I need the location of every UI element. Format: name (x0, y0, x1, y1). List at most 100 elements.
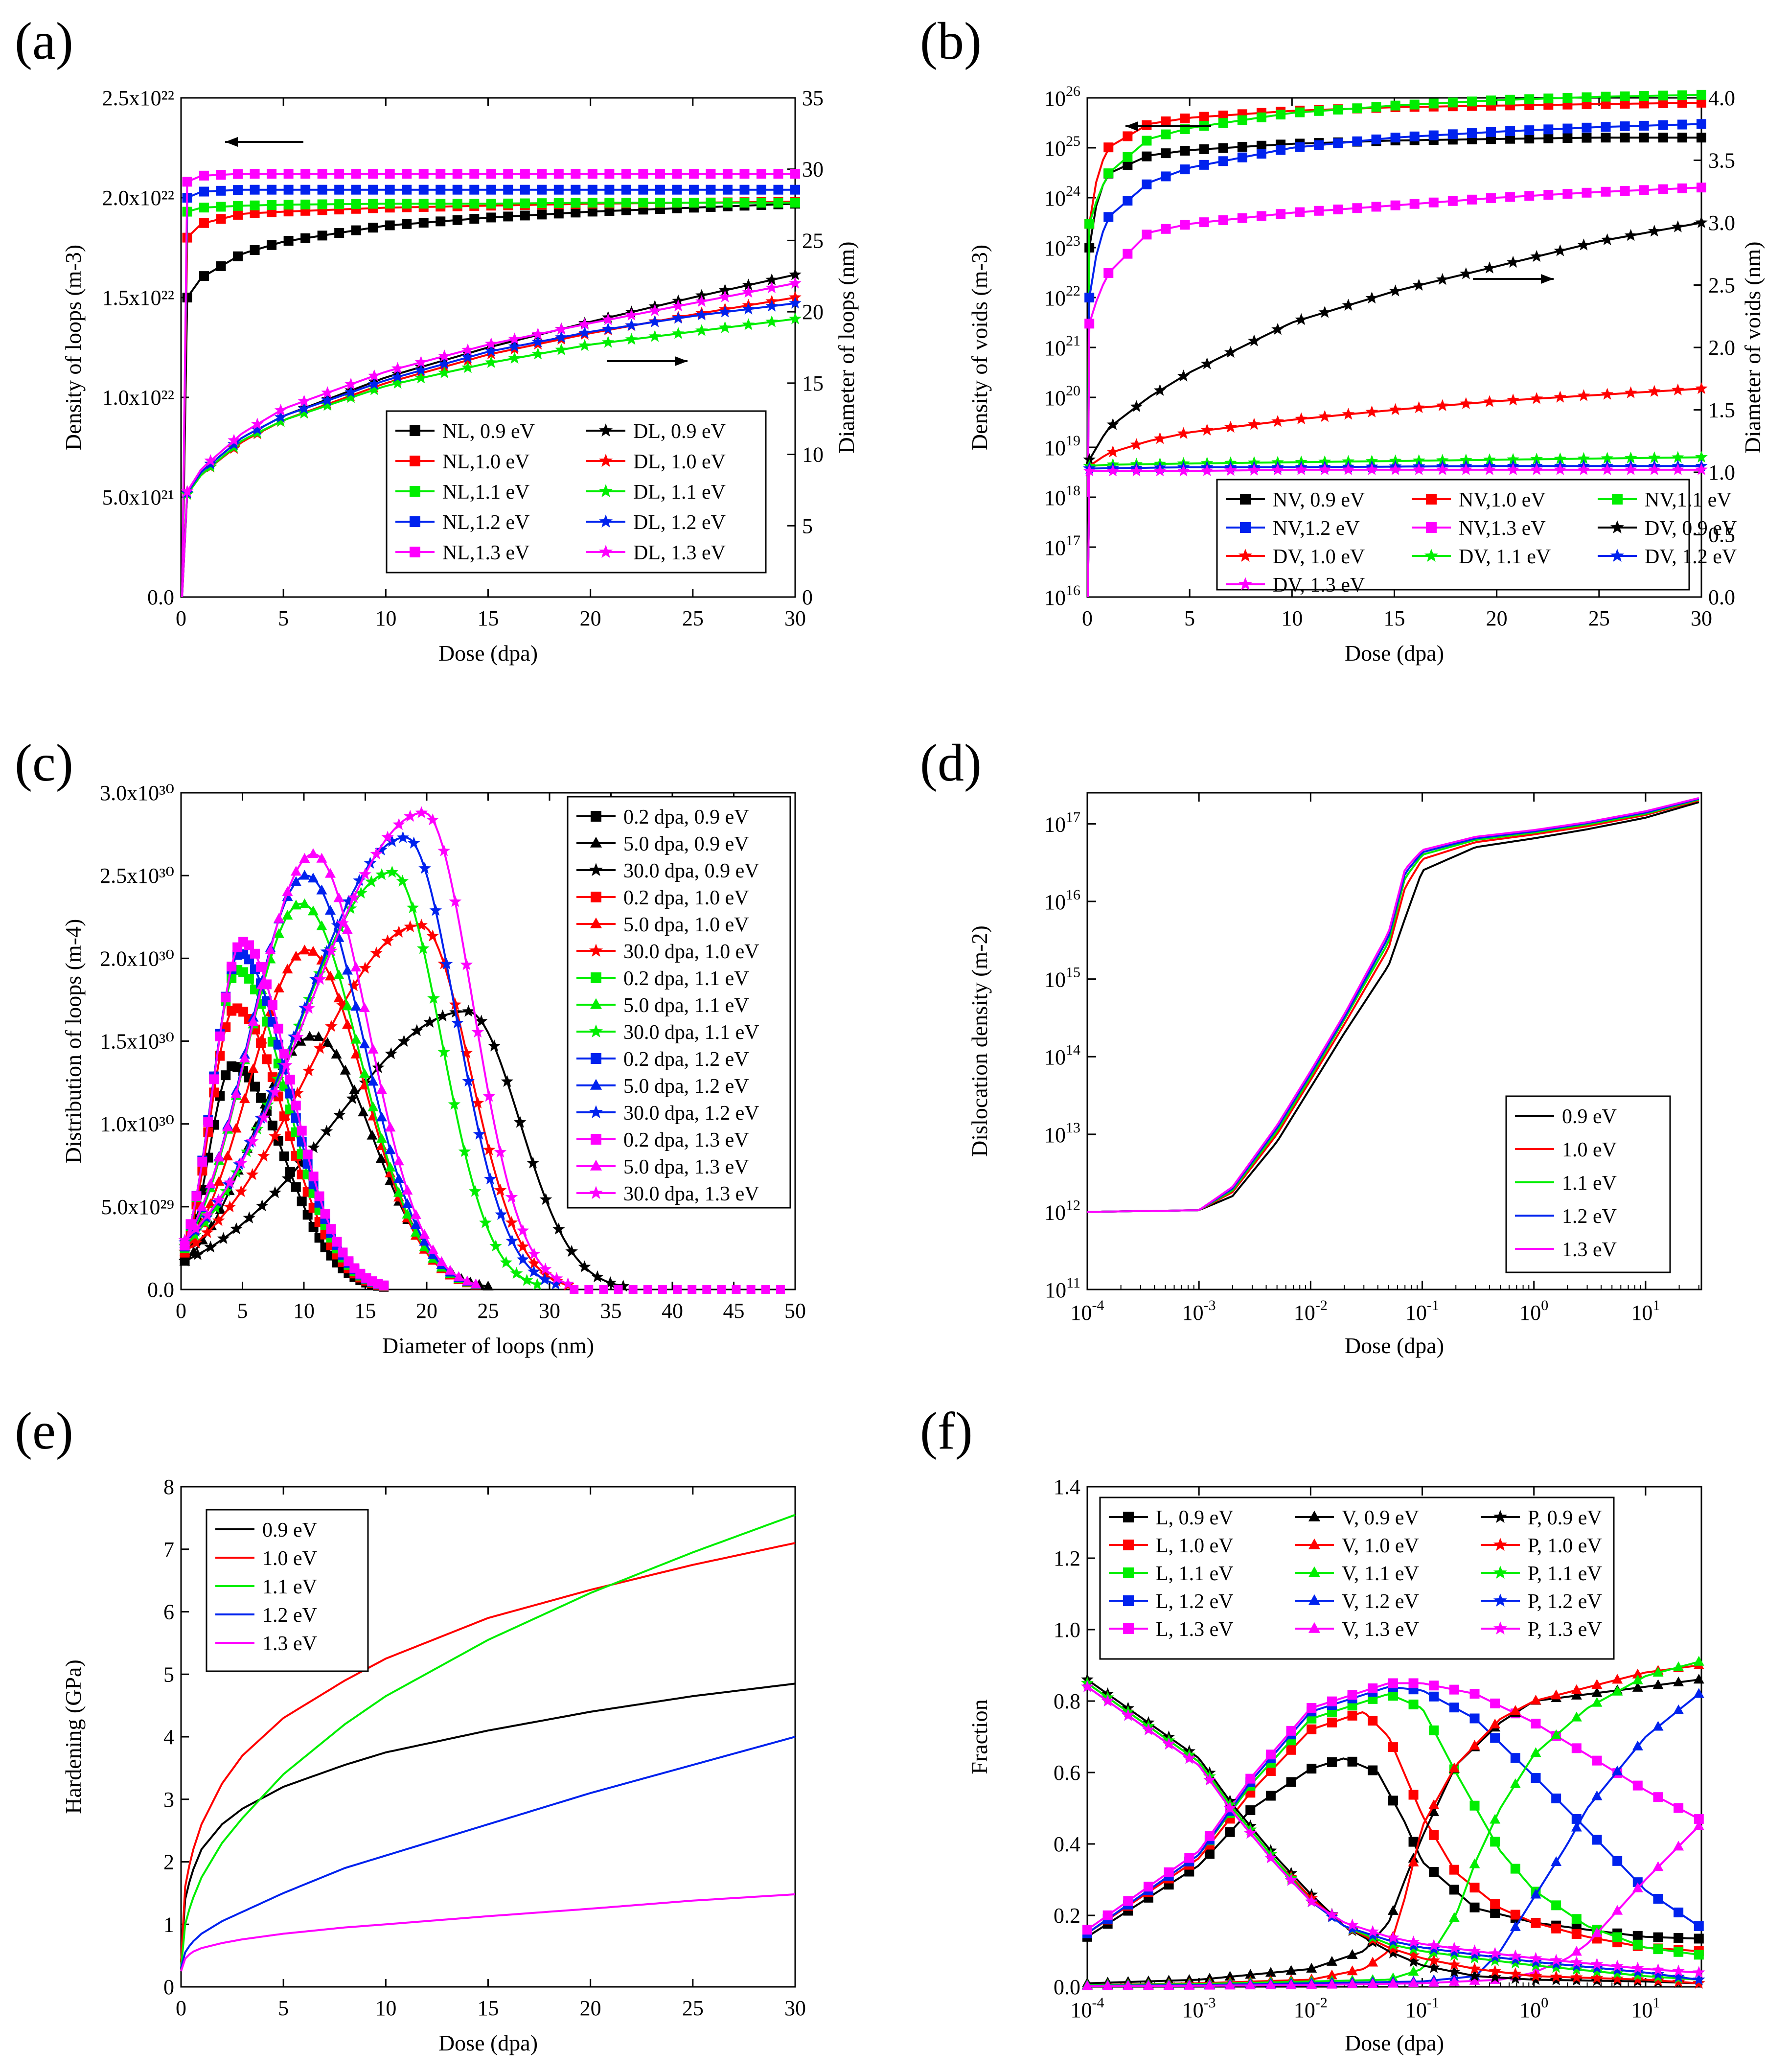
legend-marker (590, 917, 602, 928)
data-point (483, 1172, 497, 1185)
legend-label: 5.0 dpa, 1.2 eV (623, 1075, 749, 1098)
data-point (418, 218, 429, 228)
legend-marker (1426, 494, 1437, 505)
data-point (1306, 1962, 1317, 1973)
data-point (370, 946, 383, 959)
data-point (365, 875, 378, 887)
data-point (1460, 463, 1472, 475)
y-tick-label: 0.2 (1054, 1904, 1080, 1928)
data-point (790, 169, 800, 179)
data-point (375, 1153, 387, 1163)
data-point (375, 868, 388, 880)
data-point (601, 336, 615, 348)
axis-arrow-head (225, 137, 238, 147)
data-point (1436, 399, 1449, 411)
data-point (283, 169, 294, 179)
data-point (1489, 1950, 1501, 1963)
data-point (1223, 1801, 1237, 1814)
data-point (1551, 1689, 1562, 1700)
x-tick-label: 30 (784, 1996, 806, 2020)
data-point (251, 423, 264, 435)
series-line (180, 1514, 796, 1968)
data-point (448, 1098, 461, 1110)
data-point (520, 1274, 533, 1286)
data-point (1673, 1676, 1684, 1686)
y-tick-label: 2.0x10³⁰ (100, 946, 174, 970)
data-point (248, 1016, 259, 1026)
data-point (1632, 1780, 1643, 1791)
data-point (1469, 1689, 1480, 1699)
data-point (1677, 183, 1687, 193)
data-point (1388, 1742, 1398, 1752)
data-point (520, 169, 530, 179)
data-point (451, 1016, 464, 1029)
legend-label: DL, 1.1 eV (633, 481, 726, 504)
y-tick-label: 1022 (1044, 283, 1080, 310)
data-point (392, 818, 405, 830)
data-point (1551, 1900, 1561, 1911)
data-point (1652, 1721, 1664, 1731)
data-point (550, 1272, 563, 1284)
data-point (178, 1233, 191, 1246)
data-point (1672, 383, 1684, 395)
data-point (385, 1122, 396, 1132)
data-point (1582, 92, 1592, 102)
zero-marker (599, 1285, 608, 1294)
data-point (706, 169, 716, 179)
x-tick-label: 30 (1691, 606, 1712, 630)
data-point (321, 399, 334, 411)
legend-label: NV,1.1 eV (1645, 489, 1732, 511)
data-point (1390, 200, 1400, 210)
y-tick-label: 1.4 (1054, 1475, 1080, 1499)
data-point (790, 184, 800, 195)
data-point (1162, 1737, 1175, 1750)
data-point (604, 184, 615, 195)
data-point (578, 339, 591, 351)
data-point (396, 875, 409, 887)
data-point (1551, 1793, 1561, 1803)
data-point (427, 1244, 438, 1254)
data-point (1237, 115, 1247, 125)
data-point (1571, 1711, 1582, 1722)
x-tick-label: 20 (416, 1299, 437, 1323)
y-right-tick-label: 10 (802, 443, 824, 467)
data-point (326, 1224, 336, 1234)
x-tick-label: 20 (1486, 606, 1508, 630)
data-point (1102, 1980, 1113, 1990)
data-point (283, 200, 294, 210)
data-point (299, 944, 310, 955)
data-point (1510, 1778, 1521, 1788)
x-tick-label: 25 (682, 1996, 704, 2020)
x-tick-label: 10-4 (1071, 1297, 1104, 1325)
data-point (486, 199, 496, 209)
legend-label: 0.2 dpa, 1.2 eV (623, 1048, 749, 1071)
data-point (297, 1196, 307, 1206)
data-point (1612, 1685, 1623, 1696)
legend-label: 0.9 eV (1562, 1105, 1617, 1128)
data-point (1161, 171, 1171, 182)
legend-marker (1424, 549, 1439, 562)
data-point (248, 1063, 259, 1073)
data-point (359, 1068, 370, 1078)
legend-label: DL, 1.0 eV (633, 451, 726, 473)
data-point (1529, 1973, 1542, 1985)
data-point (1367, 1957, 1378, 1967)
data-point (228, 434, 240, 446)
data-point (1142, 151, 1152, 161)
panel-label-f: (f) (920, 1402, 973, 1460)
data-point (1653, 1894, 1663, 1904)
x-axis-label: Dose (dpa) (438, 2030, 538, 2055)
data-point (1507, 393, 1519, 406)
data-point (739, 169, 750, 179)
data-point (1697, 183, 1706, 193)
data-point (488, 1039, 501, 1052)
data-point (1276, 110, 1286, 120)
legend-label: 1.0 eV (262, 1547, 317, 1570)
zero-marker (628, 1285, 638, 1294)
data-point (601, 322, 615, 335)
data-point (718, 283, 732, 296)
data-point (404, 809, 416, 822)
data-point (333, 992, 344, 1003)
data-point (411, 1024, 423, 1036)
panel-label-a: (a) (15, 12, 73, 70)
